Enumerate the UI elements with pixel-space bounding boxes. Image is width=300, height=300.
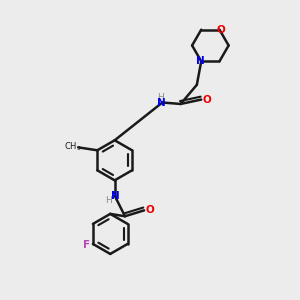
Text: N: N xyxy=(112,190,120,201)
Text: O: O xyxy=(146,206,154,215)
Text: H: H xyxy=(105,196,112,205)
Text: H: H xyxy=(157,93,164,102)
Text: N: N xyxy=(196,56,204,66)
Text: N: N xyxy=(158,98,166,107)
Text: F: F xyxy=(83,239,90,250)
Text: O: O xyxy=(216,25,225,35)
Text: O: O xyxy=(203,94,212,105)
Text: CH$_3$: CH$_3$ xyxy=(64,140,82,153)
